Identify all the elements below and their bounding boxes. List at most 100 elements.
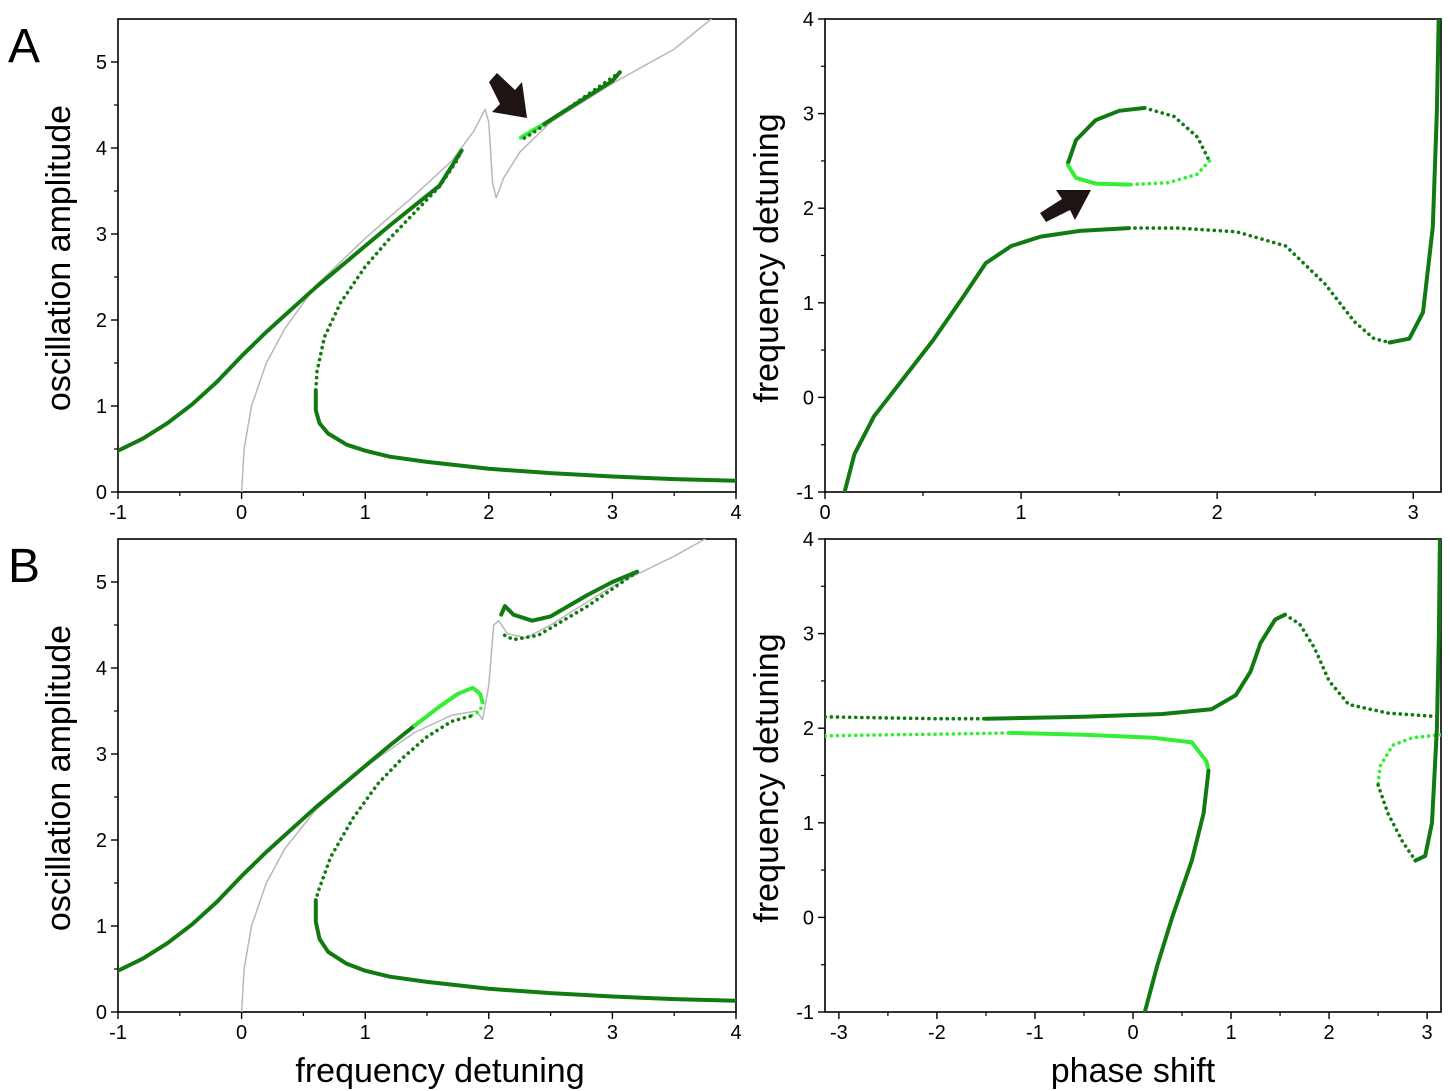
y-tick-label: 3 xyxy=(803,104,814,126)
y-tick-label: 0 xyxy=(803,907,814,929)
stable-branch xyxy=(1008,730,1211,773)
x-axis-title-b-right: phase shift xyxy=(1051,1052,1216,1090)
unstable-branch xyxy=(1283,612,1441,719)
x-tick-label: 1 xyxy=(1225,1022,1236,1044)
x-tick-label: 4 xyxy=(730,1022,741,1044)
unstable-branch xyxy=(825,731,1013,738)
x-tick-label: -1 xyxy=(1026,1022,1044,1044)
y-tick-label: 2 xyxy=(96,310,107,332)
unstable-branch xyxy=(1127,159,1212,187)
x-tick-label: 3 xyxy=(1422,1022,1433,1044)
phase-plot-b: -3 -2 -1 0 1 2 3 -1 0 1 2 3 4 xyxy=(796,529,1442,1044)
panel-label-b: B xyxy=(8,540,40,593)
stable-branch xyxy=(118,148,464,453)
y-tick-label: 1 xyxy=(803,293,814,315)
stable-branch xyxy=(1413,539,1441,863)
x-tick-label: 0 xyxy=(236,502,247,524)
unstable-branch xyxy=(1376,733,1441,787)
x-tick-label: -2 xyxy=(928,1022,946,1044)
x-tick-label: 0 xyxy=(236,1022,247,1044)
y-tick-label: 3 xyxy=(803,624,814,646)
arrow-annotation-a-left xyxy=(489,73,527,118)
x-tick-label: -1 xyxy=(109,502,127,524)
x-tick-label: 1 xyxy=(360,502,371,524)
series-group xyxy=(842,19,1441,492)
y-tick-label: 4 xyxy=(96,658,107,680)
stable-branch xyxy=(412,685,485,728)
y-tick-label: 1 xyxy=(96,396,107,418)
arrow-annotation-a-right xyxy=(1040,190,1091,222)
x-tick-label: 4 xyxy=(730,502,741,524)
series-group xyxy=(825,539,1441,1012)
y-tick-label: 2 xyxy=(803,198,814,220)
x-tick-label: 0 xyxy=(819,502,830,524)
y-tick-label: 0 xyxy=(96,482,107,504)
unstable-branch xyxy=(1142,106,1212,163)
y-tick-label: 4 xyxy=(803,529,814,551)
y-axis-title-b-left: oscillation amplitude xyxy=(40,625,78,931)
y-tick-label: 0 xyxy=(803,387,814,409)
y-tick-label: 2 xyxy=(96,830,107,852)
x-tick-label: -1 xyxy=(109,1022,127,1044)
y-tick-label: 4 xyxy=(803,9,814,31)
stable-branch xyxy=(499,569,640,623)
series-group xyxy=(118,539,736,1012)
stable-branch xyxy=(842,226,1131,492)
stable-branch xyxy=(1387,19,1441,345)
y-tick-label: 2 xyxy=(803,718,814,740)
x-tick-label: 1 xyxy=(360,1022,371,1044)
plot-frame xyxy=(117,538,737,1013)
panel-label-a: A xyxy=(8,20,40,73)
plot-frame xyxy=(117,18,737,493)
y-tick-label: 5 xyxy=(96,572,107,594)
y-tick-label: 1 xyxy=(96,916,107,938)
stable-branch xyxy=(1142,768,1211,1012)
unstable-branch xyxy=(1127,226,1392,345)
plot-frame xyxy=(824,538,1442,1013)
unstable-branch xyxy=(520,70,622,142)
x-tick-label: 2 xyxy=(1324,1022,1335,1044)
y-tick-label: -1 xyxy=(796,482,814,504)
x-tick-label: 2 xyxy=(1212,502,1223,524)
stable-branch xyxy=(983,612,1287,721)
x-axis-title-b-left: frequency detuning xyxy=(295,1052,584,1090)
stable-branch xyxy=(313,388,736,483)
unstable-branch xyxy=(468,700,485,718)
x-tick-label: 3 xyxy=(607,1022,618,1044)
series-group xyxy=(118,19,736,492)
x-tick-label: 2 xyxy=(483,502,494,524)
plot-frame xyxy=(824,18,1442,493)
y-axis-title-a-left: oscillation amplitude xyxy=(40,105,78,411)
unstable-branch xyxy=(825,715,988,721)
stable-branch xyxy=(313,898,736,1003)
y-tick-label: -1 xyxy=(796,1002,814,1024)
x-tick-label: 2 xyxy=(483,1022,494,1044)
unstable-branch xyxy=(1376,783,1418,863)
x-tick-label: 1 xyxy=(1016,502,1027,524)
x-tick-label: 0 xyxy=(1127,1022,1138,1044)
y-tick-label: 3 xyxy=(96,744,107,766)
stable-branch xyxy=(1066,105,1147,165)
y-tick-label: 5 xyxy=(96,52,107,74)
unstable-branch xyxy=(314,148,464,393)
unstable-branch xyxy=(499,569,639,642)
y-axis-title-a-right: frequency detuning xyxy=(748,113,786,402)
x-tick-label: 3 xyxy=(607,502,618,524)
x-tick-label: -3 xyxy=(830,1022,848,1044)
y-tick-label: 1 xyxy=(803,813,814,835)
stable-branch xyxy=(542,70,622,126)
stable-branch xyxy=(118,723,417,973)
reference-curve xyxy=(240,539,706,1012)
reference-curve xyxy=(240,19,713,492)
y-tick-label: 4 xyxy=(96,138,107,160)
stable-branch xyxy=(1066,163,1131,187)
x-tick-label: 3 xyxy=(1408,502,1419,524)
y-tick-label: 0 xyxy=(96,1002,107,1024)
unstable-branch xyxy=(314,714,473,902)
y-axis-title-b-right: frequency detuning xyxy=(748,633,786,922)
y-tick-label: 3 xyxy=(96,224,107,246)
